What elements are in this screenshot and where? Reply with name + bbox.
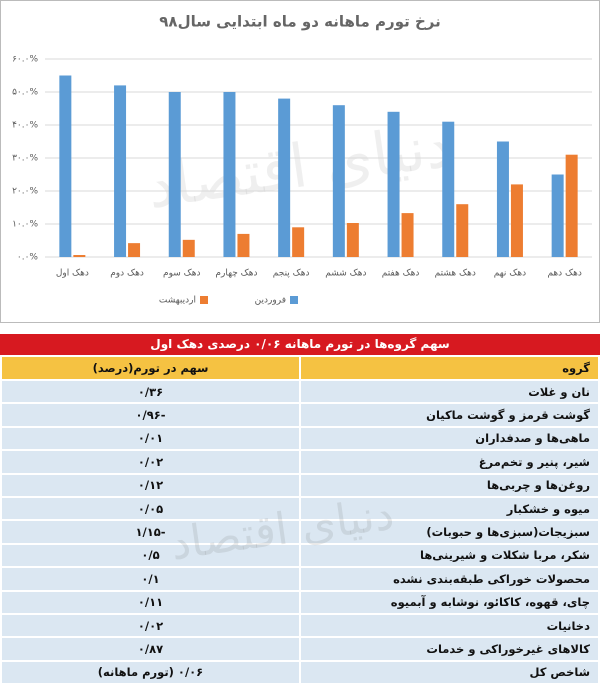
x-tick-label: دهک دهم xyxy=(547,269,581,279)
x-tick-label: دهک سوم xyxy=(163,269,200,279)
share-cell: ۰/۰۱ xyxy=(0,425,301,452)
bar xyxy=(551,174,564,257)
bar xyxy=(128,243,141,257)
share-cell: ۰/۱۲ xyxy=(0,472,301,498)
group-cell: شیر، پنیر و تخم‌مرغ xyxy=(299,449,600,475)
table-row: چای، قهوه، کاکائو، نوشابه و آبمیوه ۰/۱۱ xyxy=(0,589,600,615)
bar xyxy=(237,233,250,257)
share-cell: ۰/۸۷ xyxy=(0,636,301,662)
group-cell: شکر، مربا شکلات و شیرینی‌ها xyxy=(299,542,600,569)
bar xyxy=(510,184,523,257)
table-row: کالاهای غیرخوراکی و خدمات ۰/۸۷ xyxy=(0,636,600,662)
y-tick-label: ۳۰.۰% xyxy=(12,154,38,164)
bar xyxy=(223,92,236,257)
bar xyxy=(565,154,578,257)
table-title: سهم گروه‌ها در تورم ماهانه ۰/۰۶ درصدی ده… xyxy=(0,334,600,355)
share-cell: -۰/۹۶ xyxy=(0,402,301,428)
bar xyxy=(114,85,127,258)
bar xyxy=(332,105,345,257)
group-cell: کالاهای غیرخوراکی و خدمات xyxy=(299,636,600,662)
x-tick-label: دهک اول xyxy=(56,269,89,279)
y-tick-label: ۶۰.۰% xyxy=(12,55,38,65)
share-cell: ۰/۰۲ xyxy=(0,612,301,639)
group-cell: ماهی‌ها و صدفداران xyxy=(299,425,600,452)
table-row: سبزیجات(سبزی‌ها و حبوبات) -۱/۱۵ xyxy=(0,519,600,545)
header-cell: گروه xyxy=(299,355,600,381)
x-tick-label: دهک دوم xyxy=(110,269,144,279)
chart-title: نرخ تورم ماهانه دو ماه ابتدایی سال۹۸ xyxy=(159,13,440,31)
group-cell: شاخص کل xyxy=(299,659,600,686)
header-cell: سهم در تورم(درصد) xyxy=(0,355,301,381)
group-cell: گوشت قرمز و گوشت ماکیان xyxy=(299,402,600,428)
bar xyxy=(401,213,414,257)
share-cell: ۰/۰۵ xyxy=(0,495,301,522)
group-cell: چای، قهوه، کاکائو، نوشابه و آبمیوه xyxy=(299,589,600,615)
table-body: نان و غلات ۰/۳۶ گوشت قرمز و گوشت ماکیان -۰/… xyxy=(0,378,600,686)
bar xyxy=(59,75,72,257)
table-row: شیر، پنیر و تخم‌مرغ ۰/۰۲ xyxy=(0,449,600,475)
y-tick-label: ۰.۰% xyxy=(17,253,39,263)
share-cell: -۱/۱۵ xyxy=(0,519,301,545)
table-row: دخانیات ۰/۰۲ xyxy=(0,612,600,639)
y-tick-label: ۱۰.۰% xyxy=(12,220,38,230)
chart: نرخ تورم ماهانه دو ماه ابتدایی سال۹۸ دنی… xyxy=(0,0,600,323)
group-cell: سبزیجات(سبزی‌ها و حبوبات) xyxy=(299,519,600,545)
table-row: شکر، مربا شکلات و شیرینی‌ها ۰/۵ xyxy=(0,542,600,569)
bar xyxy=(292,227,305,257)
group-cell: نان و غلات xyxy=(299,378,600,405)
x-tick-label: دهک نهم xyxy=(494,269,526,279)
table: گروه سهم در تورم(درصد) نان و غلات ۰/۳۶ گوش… xyxy=(0,355,600,686)
bar xyxy=(168,92,181,257)
table-row: محصولات خوراکی طبقه‌بندی نشده ۰/۱ xyxy=(0,566,600,592)
bar xyxy=(387,111,400,257)
legend-swatch xyxy=(200,296,208,304)
group-cell: دخانیات xyxy=(299,612,600,639)
group-cell: محصولات خوراکی طبقه‌بندی نشده xyxy=(299,566,600,592)
bar xyxy=(182,239,195,257)
share-cell: ۰/۵ xyxy=(0,542,301,569)
x-tick-label: دهک هفتم xyxy=(382,269,420,279)
legend-label: فروردین xyxy=(255,296,286,306)
share-cell: ۰/۱۱ xyxy=(0,589,301,615)
legend-label: اردیبهشت xyxy=(159,296,196,306)
table-row: شاخص کل ۰/۰۶ (تورم ماهانه) xyxy=(0,659,600,686)
x-tick-label: دهک هشتم xyxy=(435,269,476,279)
bar xyxy=(73,255,86,257)
header-row: گروه سهم در تورم(درصد) xyxy=(0,355,600,381)
x-tick-label: دهک ششم xyxy=(325,269,366,279)
bar xyxy=(496,141,509,257)
table-row: میوه و خشکبار ۰/۰۵ xyxy=(0,495,600,522)
share-cell: ۰/۳۶ xyxy=(0,378,301,405)
bar xyxy=(278,98,291,257)
bar xyxy=(456,204,469,257)
share-cell: ۰/۰۲ xyxy=(0,449,301,475)
group-cell: میوه و خشکبار xyxy=(299,495,600,522)
x-tick-label: دهک پنجم xyxy=(273,269,310,279)
table-row: گوشت قرمز و گوشت ماکیان -۰/۹۶ xyxy=(0,402,600,428)
y-tick-label: ۴۰.۰% xyxy=(12,121,38,131)
share-cell: ۰/۰۶ (تورم ماهانه) xyxy=(0,659,301,686)
table-section: سهم گروه‌ها در تورم ماهانه ۰/۰۶ درصدی ده… xyxy=(0,334,600,687)
bar xyxy=(346,223,359,257)
table-row: ماهی‌ها و صدفداران ۰/۰۱ xyxy=(0,425,600,452)
bar xyxy=(442,121,455,257)
group-cell: روغن‌ها و چربی‌ها xyxy=(299,472,600,498)
table-row: روغن‌ها و چربی‌ها ۰/۱۲ xyxy=(0,472,600,498)
legend-swatch xyxy=(290,296,298,304)
share-cell: ۰/۱ xyxy=(0,566,301,592)
y-tick-label: ۲۰.۰% xyxy=(12,187,38,197)
x-tick-label: دهک چهارم xyxy=(215,269,257,279)
table-row: نان و غلات ۰/۳۶ xyxy=(0,378,600,405)
y-tick-label: ۵۰.۰% xyxy=(12,88,38,98)
